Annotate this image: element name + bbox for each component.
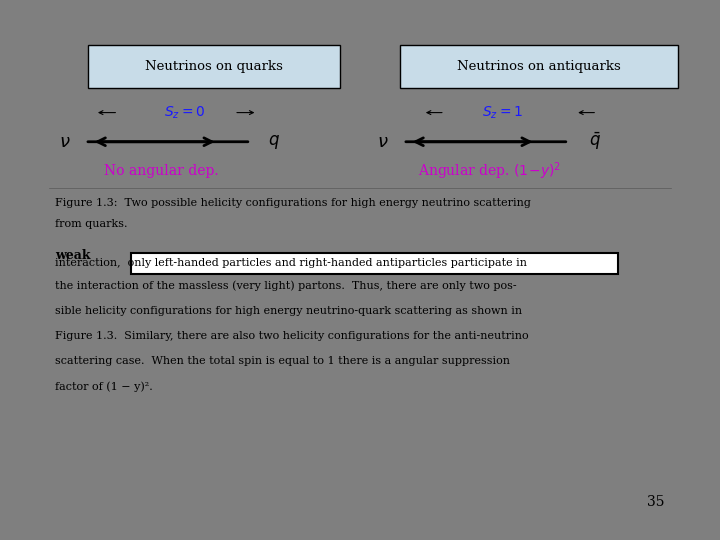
Text: Angular dep. $(1\!-\!y)^2$: Angular dep. $(1\!-\!y)^2$: [418, 160, 561, 181]
Text: No angular dep.: No angular dep.: [104, 164, 219, 178]
Text: weak: weak: [55, 248, 91, 262]
Text: the interaction of the massless (very light) partons.  Thus, there are only two : the interaction of the massless (very li…: [55, 280, 517, 291]
Text: $S_z = 1$: $S_z = 1$: [482, 104, 523, 121]
Text: from quarks.: from quarks.: [55, 219, 127, 228]
Text: interaction,  only left-handed particles and right-handed antiparticles particip: interaction, only left-handed particles …: [55, 258, 527, 268]
Text: Neutrinos on quarks: Neutrinos on quarks: [145, 60, 283, 73]
Text: sible helicity configurations for high energy neutrino-quark scattering as shown: sible helicity configurations for high e…: [55, 306, 523, 315]
Text: $\nu$: $\nu$: [60, 133, 71, 151]
Text: scattering case.  When the total spin is equal to 1 there is a angular suppressi: scattering case. When the total spin is …: [55, 356, 510, 366]
Text: $\bar{q}$: $\bar{q}$: [589, 131, 601, 152]
Bar: [89, 44, 340, 88]
Text: $S_z = 0$: $S_z = 0$: [164, 104, 205, 121]
Text: $q$: $q$: [268, 133, 280, 151]
Text: 35: 35: [647, 495, 665, 509]
Text: factor of (1 − y)².: factor of (1 − y)².: [55, 381, 153, 392]
Text: $\nu$: $\nu$: [377, 133, 389, 151]
Bar: [400, 44, 678, 88]
Bar: [132, 253, 618, 274]
Text: Figure 1.3:  Two possible helicity configurations for high energy neutrino scatt: Figure 1.3: Two possible helicity config…: [55, 198, 531, 208]
Text: Figure 1.3.  Similary, there are also two helicity configurations for the anti-n: Figure 1.3. Similary, there are also two…: [55, 331, 529, 341]
Text: Neutrinos on antiquarks: Neutrinos on antiquarks: [457, 60, 621, 73]
